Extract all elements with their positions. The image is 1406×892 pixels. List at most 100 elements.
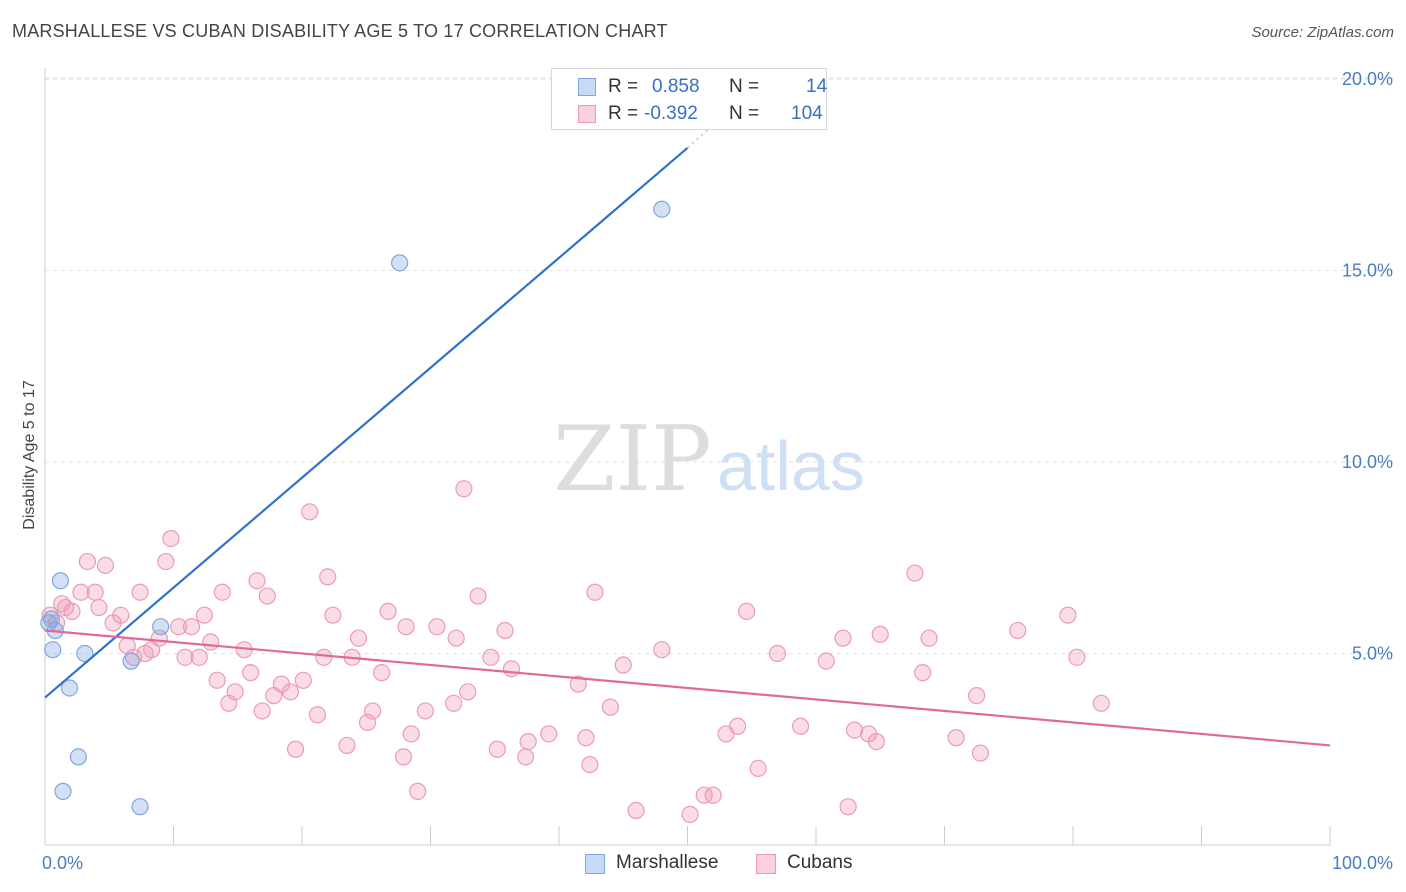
cubans-point bbox=[394, 748, 413, 766]
y-tick-label: 10.0% bbox=[1342, 452, 1393, 472]
cubans-point bbox=[379, 602, 397, 620]
marshallese-point bbox=[391, 254, 409, 272]
cubans-point bbox=[920, 629, 938, 647]
cubans-point bbox=[96, 556, 114, 575]
watermark: ZIP atlas bbox=[553, 407, 865, 512]
legend-n-label: N = bbox=[729, 76, 760, 97]
x-tick-labels: 0.0% 100.0% bbox=[42, 853, 1393, 873]
cubans-point bbox=[502, 660, 521, 678]
cubans-point bbox=[416, 702, 434, 720]
cubans-point bbox=[112, 606, 130, 624]
cubans-point bbox=[213, 583, 231, 601]
cubans-point bbox=[867, 732, 885, 751]
cubans-point bbox=[1092, 694, 1110, 712]
cubans-point bbox=[704, 786, 722, 804]
marshallese-point bbox=[653, 200, 671, 218]
cubans-point bbox=[768, 644, 787, 663]
cubans-point bbox=[90, 598, 108, 617]
marshallese-point bbox=[60, 679, 79, 697]
marshallese-point bbox=[54, 782, 72, 800]
cubans-point bbox=[445, 694, 463, 712]
marshallese-point bbox=[44, 641, 62, 659]
bottom-legend-label: Cubans bbox=[787, 852, 853, 873]
y-tick-label: 15.0% bbox=[1342, 261, 1393, 281]
cubans-point bbox=[86, 583, 104, 601]
cubans-point bbox=[791, 717, 810, 735]
cubans-point bbox=[281, 683, 300, 701]
cubans-point bbox=[681, 805, 699, 823]
cubans-point bbox=[1009, 621, 1027, 640]
marshallese-point bbox=[40, 614, 58, 632]
legend-n-label: N = bbox=[729, 103, 760, 124]
cubans-point bbox=[488, 740, 506, 758]
cubans-point bbox=[315, 648, 333, 666]
cubans-point bbox=[695, 786, 713, 804]
cubans-point bbox=[455, 480, 473, 498]
cubans-point bbox=[162, 529, 180, 548]
watermark-atlas: atlas bbox=[717, 427, 865, 505]
cubans-point bbox=[409, 782, 427, 800]
cubans-point bbox=[202, 633, 220, 651]
cubans-point bbox=[190, 648, 208, 666]
gridlines bbox=[45, 77, 1395, 654]
cubans-point bbox=[182, 618, 201, 636]
cubans-point bbox=[569, 675, 587, 693]
cubans-point bbox=[308, 706, 327, 724]
cubans-point bbox=[131, 583, 149, 601]
cubans-point bbox=[338, 736, 356, 755]
cubans-point bbox=[581, 755, 599, 774]
cubans-point bbox=[627, 801, 645, 820]
marshallese-point bbox=[152, 618, 170, 636]
cubans-point bbox=[63, 602, 81, 620]
legend-n-value: 104 bbox=[791, 103, 823, 124]
cubans-point bbox=[947, 729, 965, 747]
cubans-point bbox=[242, 664, 260, 682]
cubans-point bbox=[447, 629, 465, 647]
cubans-point bbox=[749, 759, 767, 778]
cubans-point bbox=[971, 744, 990, 762]
cubans-point bbox=[601, 698, 620, 716]
marshallese-trend-line bbox=[44, 147, 689, 699]
legend-r-value: 0.858 bbox=[652, 76, 700, 97]
cubans-point bbox=[482, 648, 500, 666]
correlation-legend: R = 0.858 N = 14 R = -0.392 N = 104 bbox=[551, 68, 827, 130]
cubans-point bbox=[834, 629, 852, 647]
y-axis-label: Disability Age 5 to 17 bbox=[21, 380, 38, 530]
cubans-point bbox=[459, 683, 477, 701]
watermark-zip: ZIP bbox=[553, 407, 712, 512]
cubans-point bbox=[373, 664, 391, 682]
marshallese-point bbox=[131, 798, 149, 816]
bottom-legend-swatch-marshallese bbox=[585, 854, 605, 874]
cubans-point bbox=[364, 702, 382, 720]
cubans-point bbox=[248, 572, 266, 590]
cubans-point bbox=[738, 602, 756, 620]
y-tick-label: 5.0% bbox=[1352, 644, 1393, 664]
cubans-point bbox=[294, 671, 312, 689]
cubans-point bbox=[258, 587, 276, 605]
cubans-point bbox=[301, 503, 319, 521]
marshallese-point bbox=[122, 652, 140, 670]
cubans-point bbox=[968, 687, 986, 705]
cubans-point bbox=[871, 625, 889, 643]
cubans-point bbox=[729, 717, 747, 735]
cubans-point bbox=[428, 618, 446, 636]
marshallese-point bbox=[76, 644, 94, 663]
marshallese-point bbox=[69, 748, 88, 766]
legend-n-value: 14 bbox=[806, 76, 828, 97]
cubans-point bbox=[397, 618, 415, 636]
cubans-point bbox=[540, 725, 558, 743]
legend-r-value: -0.392 bbox=[644, 103, 698, 124]
cubans-point bbox=[349, 629, 368, 647]
cubans-point bbox=[286, 740, 305, 758]
axes bbox=[44, 68, 1331, 846]
y-tick-labels: 5.0% 10.0% 15.0% 20.0% bbox=[1342, 69, 1393, 664]
x-tick-label: 0.0% bbox=[42, 853, 83, 873]
y-tick-label: 20.0% bbox=[1342, 69, 1393, 89]
cubans-point bbox=[914, 664, 932, 682]
cubans-point bbox=[469, 587, 487, 605]
source-note: Source: ZipAtlas.com bbox=[1251, 24, 1394, 41]
cubans-points bbox=[41, 480, 1110, 823]
cubans-point bbox=[253, 702, 271, 720]
chart-title: MARSHALLESE VS CUBAN DISABILITY AGE 5 TO… bbox=[12, 21, 668, 41]
cubans-point bbox=[195, 606, 213, 624]
